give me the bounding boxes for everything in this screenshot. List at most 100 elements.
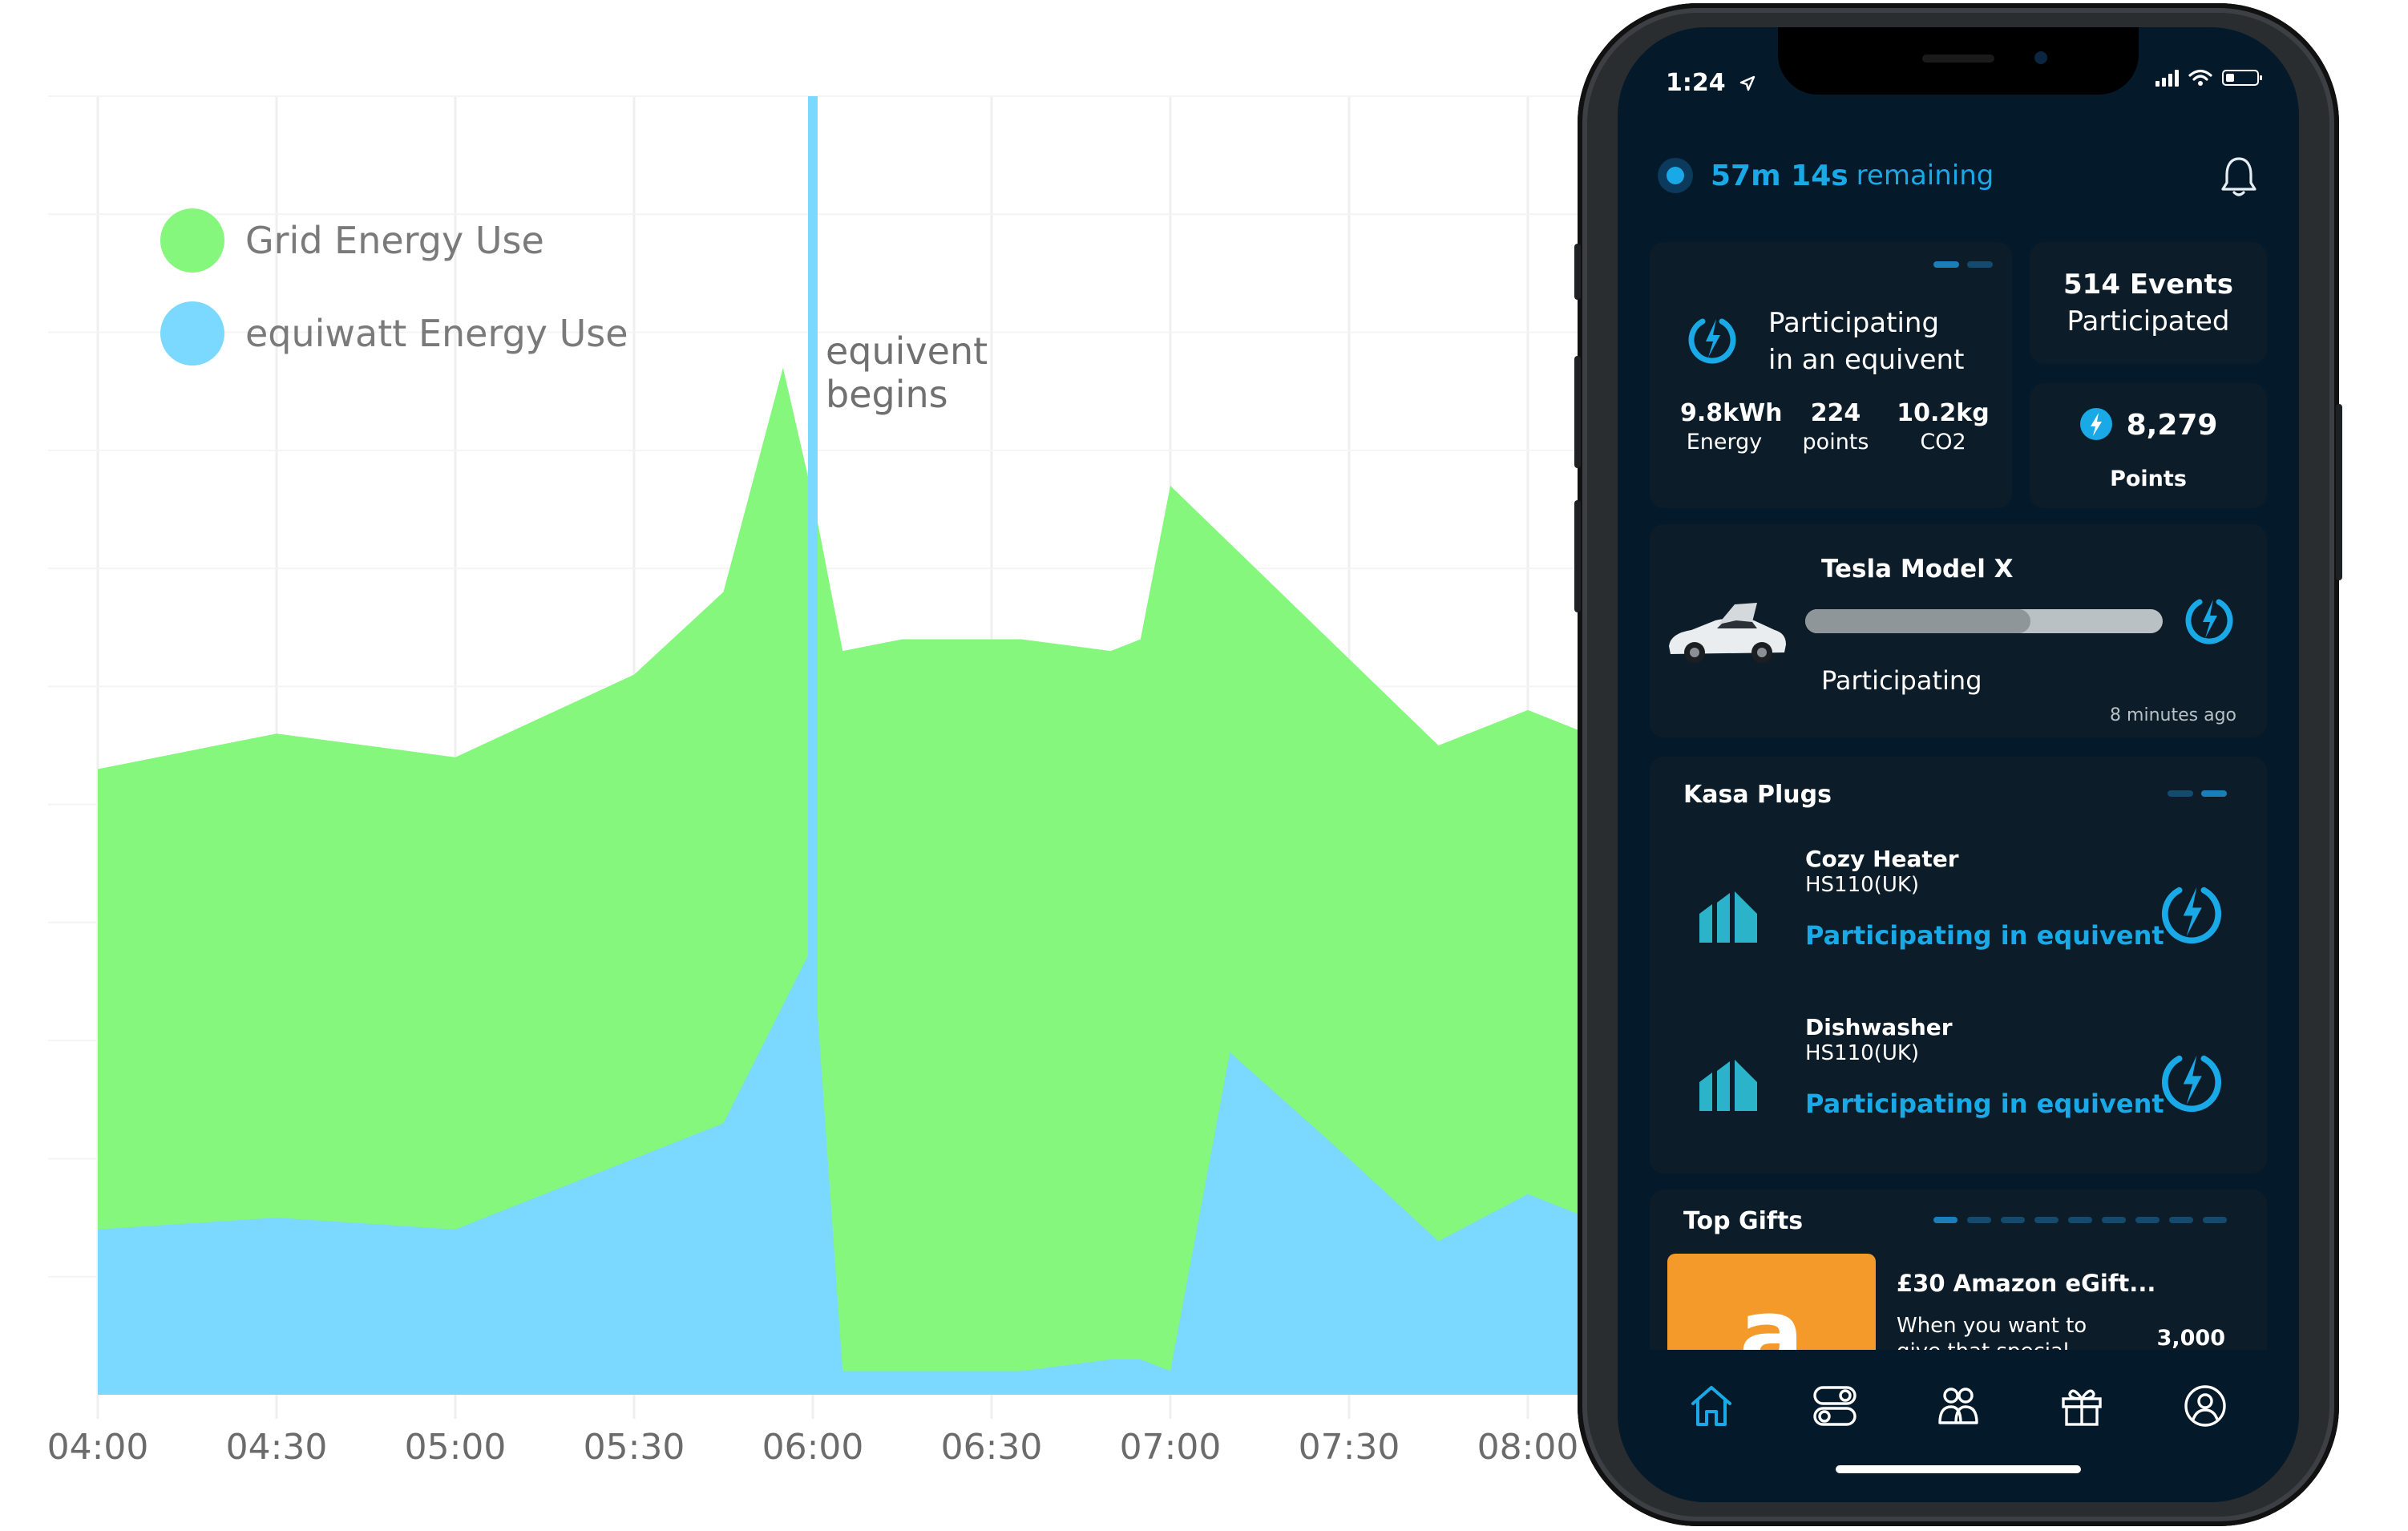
participation-line-1: Participating xyxy=(1768,307,1940,339)
timer-suffix: remaining xyxy=(1856,160,1994,192)
participation-line-2: in an equivent xyxy=(1768,344,1965,376)
kasa-logo-icon xyxy=(1699,891,1757,943)
card-pager-dots xyxy=(1933,261,1993,268)
x-tick-label: 05:30 xyxy=(584,1427,685,1468)
gift-title[interactable]: £30 Amazon eGift... xyxy=(1897,1270,2156,1297)
battery-icon xyxy=(2222,70,2262,86)
bell-icon[interactable] xyxy=(2219,156,2259,199)
stat-energy-label: Energy xyxy=(1686,430,1763,454)
x-tick-label: 06:30 xyxy=(941,1427,1043,1468)
points-value: 8,279 xyxy=(2126,409,2218,442)
annotation-line-2: begins xyxy=(826,373,948,416)
x-tick-label: 07:30 xyxy=(1299,1427,1400,1468)
kasa-device-row[interactable]: Dishwasher HS110(UK) Participating in eq… xyxy=(1650,1013,2267,1165)
status-time: 1:24 xyxy=(1666,69,1756,97)
events-label: Participated xyxy=(2067,305,2230,337)
kasa-pager-dots xyxy=(2168,790,2227,797)
power-button xyxy=(2336,404,2342,580)
gift-icon[interactable] xyxy=(2059,1383,2105,1429)
tesla-progress-track xyxy=(1805,609,2163,633)
x-tick-label: 07:00 xyxy=(1120,1427,1222,1468)
kasa-device-row[interactable]: Cozy Heater HS110(UK) Participating in e… xyxy=(1650,845,2267,997)
gifts-title: Top Gifts xyxy=(1683,1207,1804,1235)
toggles-icon[interactable] xyxy=(1812,1383,1858,1429)
stat-energy-value: 9.8kWh xyxy=(1680,399,1783,427)
stat-points-label: points xyxy=(1802,430,1869,454)
device-name: Dishwasher xyxy=(1805,1014,1953,1040)
device-info: Cozy Heater HS110(UK) xyxy=(1805,846,1959,898)
points-card[interactable]: 8,279 Points xyxy=(2030,383,2267,508)
phone-mockup: 1:24 57m 14s remaining xyxy=(1574,3,2342,1526)
tesla-timestamp: 8 minutes ago xyxy=(2110,705,2236,725)
events-card[interactable]: 514 Events Participated xyxy=(2030,242,2267,364)
live-indicator-icon xyxy=(1658,158,1693,193)
silent-switch xyxy=(1574,244,1581,300)
x-tick-label: 06:00 xyxy=(762,1427,864,1468)
volume-up-button xyxy=(1574,356,1581,468)
points-row: 8,279 xyxy=(2030,407,2267,442)
front-camera xyxy=(2034,51,2047,64)
community-icon[interactable] xyxy=(1935,1383,1982,1429)
status-icons xyxy=(2155,69,2262,87)
stat-co2: 10.2kg CO2 xyxy=(1895,399,1991,457)
timer-value: 57m 14s xyxy=(1711,159,1848,192)
stat-energy: 9.8kWh Energy xyxy=(1680,399,1783,457)
tesla-progress-fill xyxy=(1805,609,2030,633)
device-status: Participating in equivent xyxy=(1805,920,2164,951)
equivent-start-marker xyxy=(808,96,818,1395)
device-model: HS110(UK) xyxy=(1805,873,1920,897)
x-tick-label: 04:00 xyxy=(47,1427,149,1468)
device-status: Participating in equivent xyxy=(1805,1089,2164,1119)
volume-down-button xyxy=(1574,500,1581,612)
x-tick-label: 04:30 xyxy=(226,1427,328,1468)
device-power-icon[interactable] xyxy=(2155,1045,2228,1119)
equiwatt-energy-area xyxy=(98,946,1618,1395)
bottom-nav xyxy=(1618,1358,2299,1454)
x-tick-label: 08:00 xyxy=(1477,1427,1579,1468)
participation-card[interactable]: Participating in an equivent 9.8kWh Ener… xyxy=(1650,242,2012,508)
status-time-text: 1:24 xyxy=(1666,69,1726,97)
legend-label-grid: Grid Energy Use xyxy=(245,219,544,262)
tesla-card[interactable]: Tesla Model X Participating 8 minutes ag… xyxy=(1650,524,2267,737)
legend-swatch-grid xyxy=(160,208,224,273)
gift-desc-line-1: When you want to xyxy=(1897,1314,2087,1338)
event-timer: 57m 14s remaining xyxy=(1658,147,2259,204)
kasa-title: Kasa Plugs xyxy=(1683,781,1832,809)
device-name: Cozy Heater xyxy=(1805,846,1959,872)
kasa-card: Kasa Plugs Cozy Heater HS110(UK) Partici… xyxy=(1650,757,2267,1173)
tesla-power-icon[interactable] xyxy=(2180,592,2238,649)
tesla-status: Participating xyxy=(1821,665,1982,696)
location-arrow-icon xyxy=(1739,75,1755,91)
home-icon[interactable] xyxy=(1688,1383,1735,1429)
events-text: 514 Events Participated xyxy=(2030,266,2267,340)
stat-points-value: 224 xyxy=(1810,399,1861,427)
stat-co2-label: CO2 xyxy=(1920,430,1966,454)
x-axis-ticks: 04:00 04:30 05:00 05:30 06:00 06:30 07:00 07:30… xyxy=(47,1427,1579,1468)
app-screen: 1:24 57m 14s remaining xyxy=(1618,27,2299,1502)
stat-co2-value: 10.2kg xyxy=(1897,399,1990,427)
gifts-pager-dots xyxy=(1933,1217,2227,1223)
tesla-car-image xyxy=(1669,603,1786,663)
points-label: Points xyxy=(2110,467,2187,491)
speaker-grille xyxy=(1922,55,1994,63)
notch xyxy=(1778,27,2139,95)
gift-points: 3,000 xyxy=(2156,1326,2225,1351)
device-model: HS110(UK) xyxy=(1805,1041,1920,1065)
home-indicator xyxy=(1836,1465,2081,1473)
x-tick-label: 05:00 xyxy=(405,1427,507,1468)
legend-swatch-equiwatt xyxy=(160,301,224,366)
wifi-icon xyxy=(2188,69,2212,86)
device-power-icon[interactable] xyxy=(2155,877,2228,951)
points-bolt-icon xyxy=(2079,408,2112,440)
bottom-nav-bg xyxy=(1618,1350,2299,1502)
device-info: Dishwasher HS110(UK) xyxy=(1805,1015,1953,1066)
legend: Grid Energy Use equiwatt Energy Use xyxy=(160,208,628,366)
signal-icon xyxy=(2155,69,2179,87)
participation-status: Participating in an equivent xyxy=(1768,305,1964,378)
legend-label-equiwatt: equiwatt Energy Use xyxy=(245,312,628,355)
tesla-title: Tesla Model X xyxy=(1821,555,2014,584)
power-bolt-icon xyxy=(1688,318,1736,364)
profile-icon[interactable] xyxy=(2182,1383,2228,1429)
stat-points: 224 points xyxy=(1794,399,1877,457)
